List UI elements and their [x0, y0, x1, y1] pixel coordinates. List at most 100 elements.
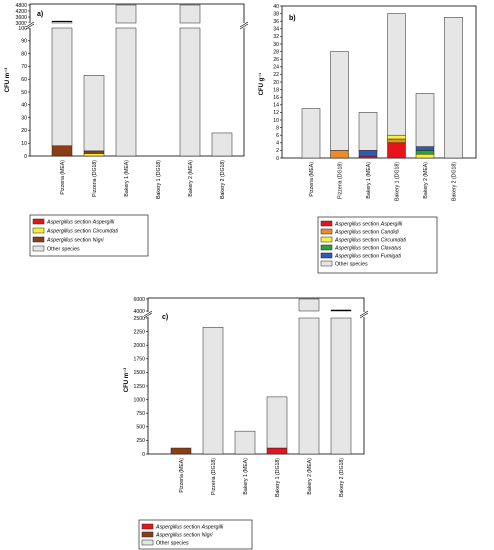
legend-genus: Aspergillus — [334, 230, 361, 236]
x-tick-label: Pizzeria (DG18) — [338, 162, 344, 199]
bar-segment-other — [51, 27, 73, 147]
axis-break-mark — [143, 312, 153, 319]
y-tick-label: 26 — [273, 57, 279, 63]
legend-section: Nigri — [202, 533, 214, 539]
bar-segment-clavatus — [415, 150, 435, 155]
axis-break-mark — [143, 310, 153, 317]
panel-c: c) CFU m⁻³ 0 250 500 750 1000 1250 1500 1750 2000 2… — [123, 297, 369, 550]
y-tick-label: 6000 — [133, 297, 145, 303]
y-tick-label: 10 — [273, 118, 279, 124]
bar-segment-other — [298, 298, 320, 312]
bar-segment-other — [115, 4, 137, 24]
y-tick-label: 3000 — [15, 21, 27, 27]
legend-entry: Aspergillus section Clavatus — [334, 246, 402, 252]
x-tick-label: Bakery 2 (MEA) — [423, 162, 429, 199]
legend-box — [138, 519, 253, 550]
panel-label: a) — [37, 11, 43, 18]
legend-genus: Aspergillus — [334, 246, 361, 252]
y-tick-label: 4000 — [133, 309, 145, 315]
x-tick-label: Bakery 1 (MEA) — [124, 160, 130, 197]
y-tick-label: 18 — [273, 87, 279, 93]
legend-section: Aspergilli — [380, 222, 403, 228]
x-tick-label: Pizzeria (MEA) — [60, 160, 66, 195]
legend-entry: Other species — [335, 262, 368, 268]
legend-swatch — [32, 236, 45, 243]
y-tick-label: 32 — [273, 34, 279, 40]
legend-entry: Aspergillus section Circumdati — [334, 238, 407, 244]
y-tick-label: 22 — [273, 72, 279, 78]
bar-segment-other — [234, 430, 256, 455]
x-tick-label: Bakery 1 (DG18) — [275, 458, 281, 497]
y-tick-label: 34 — [273, 27, 279, 33]
legend-genus: Aspergillus — [334, 222, 361, 228]
bar-segment-other — [387, 13, 406, 136]
legend-entry: Aspergillus section Circumdati — [46, 229, 119, 235]
bar-segment-circumdati — [83, 153, 105, 157]
axis-break-mark — [239, 21, 249, 28]
y-tick-label: 14 — [273, 103, 279, 109]
bar-segment-candidi — [387, 138, 406, 144]
legend-word: section — [361, 238, 381, 244]
x-tick-label: Bakery 1 (MEA) — [366, 162, 372, 199]
legend-genus: Aspergillus — [46, 220, 73, 226]
legend-section: Aspergilli — [201, 525, 224, 531]
legend-genus: Aspergillus — [334, 238, 361, 244]
axis-break-gap — [360, 312, 368, 317]
y-tick-label: 4800 — [15, 3, 27, 9]
y-tick-label: 2 — [276, 148, 279, 154]
x-tick-label: Bakery 1 (MEA) — [243, 458, 249, 495]
y-tick-label: 40 — [273, 4, 279, 10]
y-tick-label: 20 — [21, 128, 27, 134]
axis-break-gap — [26, 23, 34, 28]
bar-segment-nigri — [170, 447, 192, 455]
legend-word: Other species — [156, 541, 189, 547]
bar-segment-other — [298, 317, 320, 455]
y-tick-label: 0 — [142, 452, 145, 458]
y-axis-label: CFU m⁻³ — [4, 68, 11, 93]
legend-swatch — [141, 539, 154, 546]
legend-word: Other species — [335, 262, 368, 268]
legend-genus: Aspergillus — [46, 238, 73, 244]
y-tick-label: 4200 — [15, 9, 27, 15]
legend-section: Fumigati — [381, 254, 402, 260]
legend-entry: Other species — [156, 541, 189, 547]
bar-segment-aspergilli — [266, 447, 288, 455]
y-tick-label: 2250 — [133, 329, 145, 335]
legend-word: section — [73, 220, 93, 226]
legend-word: section — [73, 229, 93, 235]
y-axis-label: CFU g⁻¹ — [258, 73, 265, 96]
bar-segment-other — [330, 51, 349, 151]
legend-section: Aspergilli — [92, 220, 115, 226]
legend-word: section — [361, 254, 381, 260]
bar-segment-other — [179, 27, 201, 157]
x-tick-label: Bakery 1 (DG18) — [395, 162, 401, 201]
bar-segment-nigri — [83, 150, 105, 154]
y-tick-label: 30 — [21, 115, 27, 121]
plot-frame — [29, 3, 245, 157]
legend-section: Circumdati — [93, 229, 119, 235]
x-tick-label: Pizzeria (DG18) — [92, 160, 98, 197]
legend-word: Other species — [47, 247, 80, 253]
axis-break-mark — [359, 310, 369, 317]
y-tick-label: 6 — [276, 133, 279, 139]
y-tick-label: 12 — [273, 110, 279, 116]
bar-segment-fumigati — [415, 146, 435, 151]
y-tick-label: 250 — [136, 438, 145, 444]
plot-frame — [147, 297, 365, 455]
y-tick-label: 2500 — [133, 316, 145, 322]
bar-segment-fumigati — [358, 150, 378, 157]
legend-box — [29, 214, 149, 257]
bar-segment-other — [415, 93, 435, 147]
bar-segment-candidi — [330, 150, 349, 159]
legend-swatch — [141, 523, 154, 530]
bar-segment-other — [266, 396, 288, 449]
bar-segment-circumdati — [415, 153, 435, 159]
panel-b: b)CFU g⁻¹0246810121416182022242628303234… — [258, 4, 477, 274]
legend-swatch — [320, 260, 333, 267]
bar-segment-aspergilli — [387, 142, 406, 159]
y-tick-label: 8 — [276, 125, 279, 131]
panel-label: c) — [162, 314, 168, 321]
y-tick-label: 1500 — [133, 370, 145, 376]
bar-segment-other — [211, 132, 233, 157]
